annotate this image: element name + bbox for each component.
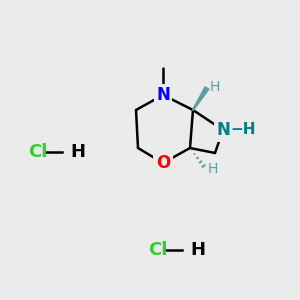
Text: Cl: Cl: [28, 143, 47, 161]
Text: H: H: [70, 143, 85, 161]
Text: H: H: [190, 241, 205, 259]
Text: H: H: [210, 80, 220, 94]
Text: O: O: [156, 154, 170, 172]
Text: −H: −H: [230, 122, 256, 137]
Text: N: N: [156, 86, 170, 104]
Text: H: H: [208, 162, 218, 176]
Text: Cl: Cl: [148, 241, 167, 259]
Text: N: N: [216, 121, 230, 139]
Polygon shape: [193, 87, 209, 110]
